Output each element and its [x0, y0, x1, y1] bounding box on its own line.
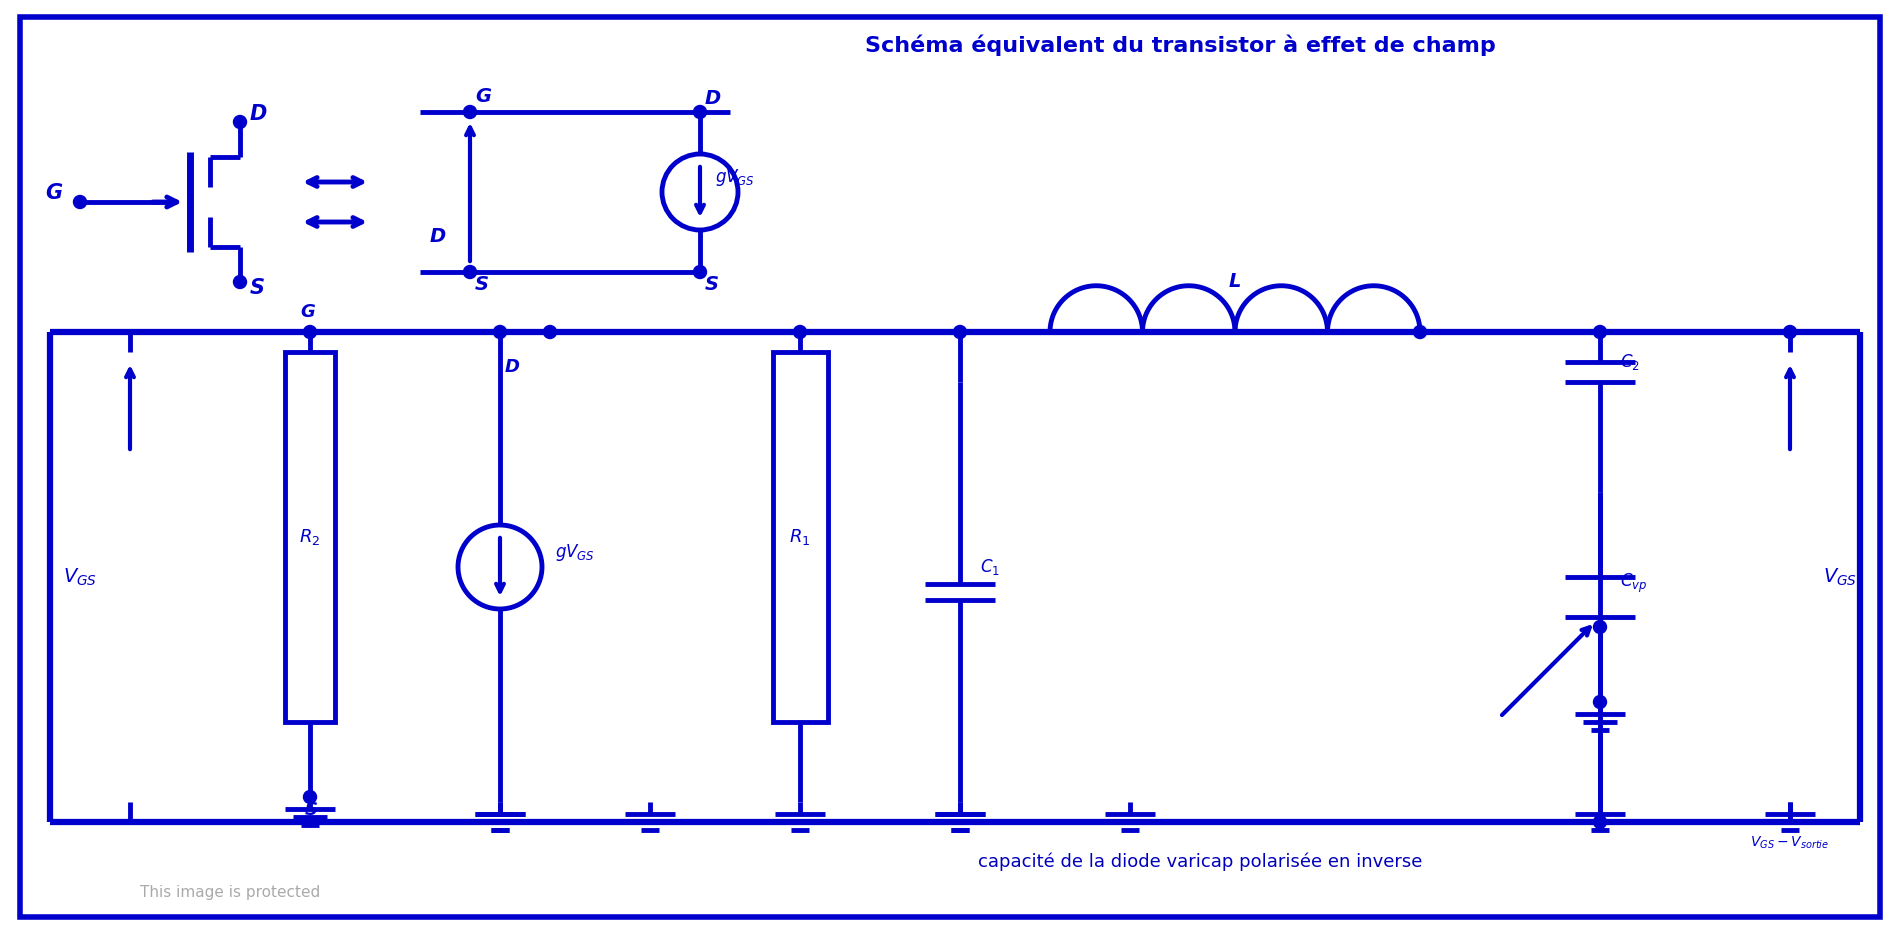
Circle shape — [304, 790, 317, 803]
Circle shape — [1594, 695, 1607, 708]
Text: D: D — [505, 358, 521, 376]
Text: L: L — [1229, 272, 1241, 291]
Circle shape — [694, 266, 707, 279]
Text: $gV_{GS}$: $gV_{GS}$ — [555, 542, 595, 563]
Text: Schéma équivalent du transistor à effet de champ: Schéma équivalent du transistor à effet … — [864, 34, 1495, 56]
Text: D: D — [429, 227, 446, 246]
Circle shape — [234, 116, 247, 129]
Text: S: S — [306, 801, 317, 819]
Text: $C_{vp}$: $C_{vp}$ — [1621, 572, 1647, 595]
Bar — [285, 352, 334, 722]
Text: This image is protected: This image is protected — [141, 885, 321, 900]
Text: capacité de la diode varicap polarisée en inverse: capacité de la diode varicap polarisée e… — [978, 853, 1423, 871]
Circle shape — [694, 105, 707, 118]
Circle shape — [954, 325, 967, 338]
Text: G: G — [300, 303, 315, 321]
Circle shape — [234, 276, 247, 289]
Text: G: G — [475, 87, 490, 106]
Text: $V_{GS} - V_{sortie}$: $V_{GS} - V_{sortie}$ — [1750, 835, 1830, 852]
Circle shape — [74, 196, 87, 209]
Text: G: G — [46, 183, 63, 203]
Bar — [773, 352, 828, 722]
Text: $V_{GS}$: $V_{GS}$ — [63, 567, 97, 588]
Circle shape — [464, 266, 477, 279]
Circle shape — [464, 105, 477, 118]
Text: $C_1$: $C_1$ — [980, 557, 999, 577]
Circle shape — [1414, 325, 1427, 338]
Text: $R_2$: $R_2$ — [300, 527, 321, 547]
Text: D: D — [251, 104, 268, 124]
Circle shape — [494, 325, 507, 338]
Circle shape — [794, 325, 806, 338]
Text: D: D — [705, 89, 722, 108]
Circle shape — [1594, 816, 1607, 829]
Text: S: S — [251, 278, 264, 298]
Text: $V_{GS}$: $V_{GS}$ — [1822, 567, 1856, 588]
Text: $C_2$: $C_2$ — [1621, 352, 1640, 372]
Circle shape — [1784, 325, 1797, 338]
Text: S: S — [475, 275, 488, 294]
Text: $R_1$: $R_1$ — [788, 527, 811, 547]
Circle shape — [304, 325, 317, 338]
Circle shape — [1594, 621, 1607, 634]
Text: S: S — [705, 275, 718, 294]
Circle shape — [1594, 325, 1607, 338]
Text: $gV_{GS}$: $gV_{GS}$ — [714, 167, 754, 188]
Circle shape — [543, 325, 557, 338]
